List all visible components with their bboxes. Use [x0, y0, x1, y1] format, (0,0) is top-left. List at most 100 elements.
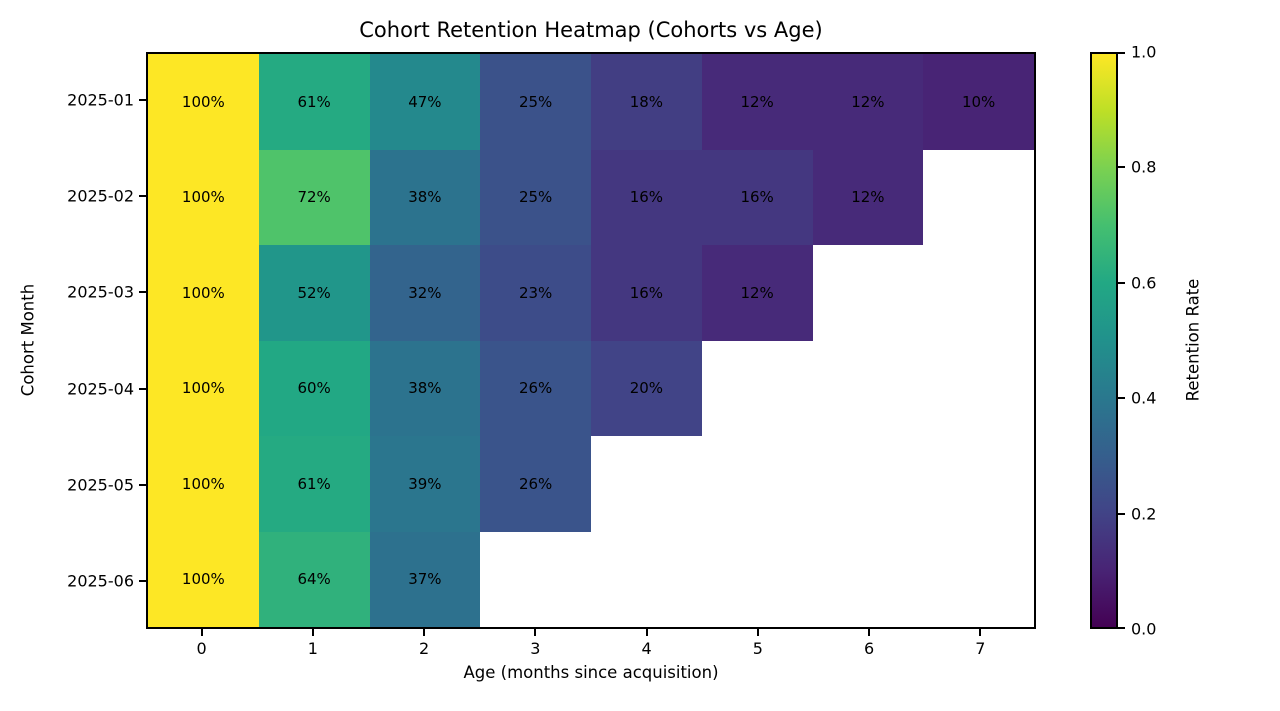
- colorbar-tick-label: 0.4: [1131, 388, 1157, 408]
- colorbar-tick-label: 0.8: [1131, 157, 1157, 177]
- cell-value-label: 12%: [851, 92, 885, 111]
- heatmap-cell: 25%: [480, 54, 591, 150]
- cell-value-label: 61%: [297, 474, 331, 493]
- chart-title: Cohort Retention Heatmap (Cohorts vs Age…: [359, 18, 823, 42]
- cell-value-label: 72%: [297, 188, 331, 207]
- heatmap-cell: 38%: [369, 340, 481, 436]
- x-tick-mark: [868, 629, 871, 636]
- heatmap-cell: 64%: [258, 531, 370, 627]
- cell-value-label: 16%: [629, 283, 664, 302]
- cell-value-label: 20%: [629, 379, 664, 398]
- x-tick-mark: [311, 629, 314, 636]
- y-tick-mark: [139, 291, 146, 294]
- heatmap-cell: 12%: [701, 245, 813, 341]
- cell-value-label: 100%: [181, 570, 225, 589]
- heatmap-cell: 100%: [148, 54, 259, 150]
- y-tick-label: 2025-03: [67, 282, 134, 302]
- heatmap-cell: 26%: [480, 340, 591, 436]
- heatmap-cell: 39%: [369, 436, 481, 532]
- x-tick-label: 6: [864, 639, 875, 658]
- cell-value-label: 47%: [408, 92, 442, 111]
- cell-value-label: 18%: [629, 92, 664, 111]
- cell-value-label: 16%: [629, 188, 664, 207]
- heatmap-cell: 61%: [258, 436, 370, 532]
- cell-value-label: 12%: [740, 92, 774, 111]
- y-tick-mark: [139, 579, 146, 582]
- cell-value-label: 100%: [181, 283, 225, 302]
- heatmap-cell: 100%: [148, 245, 259, 341]
- heatmap-cell: 12%: [812, 54, 924, 150]
- x-tick-label: 5: [752, 639, 763, 658]
- colorbar-tick-mark: [1118, 281, 1125, 284]
- y-tick-label: 2025-04: [67, 379, 134, 399]
- heatmap-cell: 10%: [923, 54, 1034, 150]
- colorbar-tick-label: 0.6: [1131, 273, 1157, 293]
- y-tick-label: 2025-01: [67, 90, 134, 110]
- x-axis-label: Age (months since acquisition): [463, 663, 719, 682]
- colorbar-tick-label: 0.0: [1131, 619, 1157, 639]
- colorbar-tick-mark: [1118, 627, 1125, 629]
- x-tick-mark: [200, 629, 203, 636]
- heatmap-cell: 12%: [812, 149, 924, 245]
- cell-value-label: 25%: [518, 92, 553, 111]
- heatmap-cell: 72%: [258, 149, 370, 245]
- heatmap-cell: 100%: [148, 531, 259, 627]
- colorbar-tick-mark: [1118, 166, 1125, 169]
- cell-value-label: 12%: [740, 283, 774, 302]
- heatmap-cell: 100%: [148, 340, 259, 436]
- heatmap-cell: 32%: [369, 245, 481, 341]
- cell-value-label: 38%: [408, 379, 442, 398]
- cell-value-label: 26%: [518, 474, 553, 493]
- x-tick-mark: [423, 629, 426, 636]
- heatmap-cell: 16%: [701, 149, 813, 245]
- colorbar-tick-label: 0.2: [1131, 504, 1157, 524]
- cell-value-label: 16%: [740, 188, 774, 207]
- heatmap-cell: 60%: [258, 340, 370, 436]
- x-tick-label: 0: [196, 639, 207, 658]
- y-tick-mark: [139, 387, 146, 390]
- cell-value-label: 60%: [297, 379, 331, 398]
- x-tick-label: 7: [975, 639, 986, 658]
- cell-value-label: 100%: [181, 92, 225, 111]
- x-tick-mark: [534, 629, 537, 636]
- cell-value-label: 38%: [408, 188, 442, 207]
- x-tick-mark: [645, 629, 648, 636]
- heatmap-cell: 12%: [701, 54, 813, 150]
- cell-value-label: 37%: [408, 570, 442, 589]
- colorbar-tick-mark: [1118, 52, 1125, 54]
- cell-value-label: 64%: [297, 570, 331, 589]
- cell-value-label: 23%: [518, 283, 553, 302]
- colorbar-label: Retention Rate: [1183, 278, 1203, 402]
- heatmap-cell: 38%: [369, 149, 481, 245]
- cell-value-label: 26%: [518, 379, 553, 398]
- y-tick-mark: [139, 483, 146, 486]
- heatmap-cell: 20%: [591, 340, 702, 436]
- heatmap-cell: 61%: [258, 54, 370, 150]
- colorbar-gradient: [1090, 52, 1118, 629]
- y-axis-label: Cohort Month: [18, 283, 38, 397]
- x-tick-mark: [979, 629, 982, 636]
- plot-area: 100% 61% 47% 25% 18% 12% 12% 10% 100% 72% 38% 25% 16…: [146, 52, 1036, 629]
- colorbar-tick-label: 1.0: [1131, 42, 1157, 62]
- y-tick-label: 2025-05: [67, 475, 134, 495]
- cell-value-label: 32%: [408, 283, 442, 302]
- colorbar-tick-mark: [1118, 512, 1125, 515]
- heatmap-cell: 18%: [591, 54, 702, 150]
- heatmap-cell: 100%: [148, 436, 259, 532]
- cell-value-label: 10%: [961, 92, 996, 111]
- heatmap-cell: 37%: [369, 531, 481, 627]
- cell-value-label: 39%: [408, 474, 442, 493]
- heatmap-cell: 16%: [591, 149, 702, 245]
- heatmap-cell: 47%: [369, 54, 481, 150]
- cell-value-label: 52%: [297, 283, 331, 302]
- heatmap-cell: 52%: [258, 245, 370, 341]
- cell-value-label: 25%: [518, 188, 553, 207]
- x-tick-label: 1: [307, 639, 318, 658]
- x-tick-label: 2: [419, 639, 430, 658]
- y-tick-mark: [139, 99, 146, 102]
- x-tick-label: 4: [641, 639, 652, 658]
- heatmap-cell: 16%: [591, 245, 702, 341]
- cell-value-label: 100%: [181, 188, 225, 207]
- cell-value-label: 12%: [851, 188, 885, 207]
